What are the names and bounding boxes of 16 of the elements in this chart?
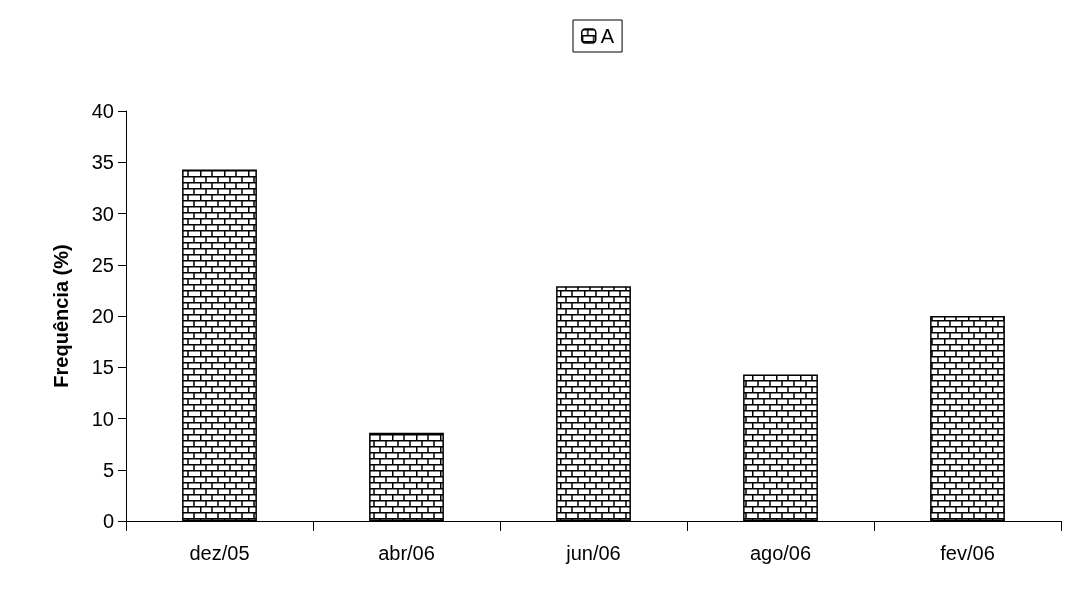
y-tick-label: 10 [91, 407, 114, 430]
y-tick-label: 15 [91, 356, 114, 379]
x-tick-label: fev/06 [940, 542, 995, 564]
legend-label: A [600, 25, 615, 47]
x-tick-label: dez/05 [189, 542, 250, 564]
x-tick-label: jun/06 [565, 542, 621, 564]
y-tick-label: 35 [91, 151, 114, 174]
y-axis-title: Frequência (%) [50, 244, 72, 388]
y-tick-label: 5 [102, 458, 114, 481]
x-tick-label: ago/06 [749, 542, 812, 564]
y-tick-label: 30 [91, 202, 114, 225]
x-tick-label: abr/06 [378, 542, 435, 564]
y-tick-label: 20 [91, 305, 114, 327]
y-tick-label: 0 [102, 510, 114, 532]
y-tick-label: 25 [91, 253, 114, 276]
y-tick-label: 40 [91, 100, 114, 122]
